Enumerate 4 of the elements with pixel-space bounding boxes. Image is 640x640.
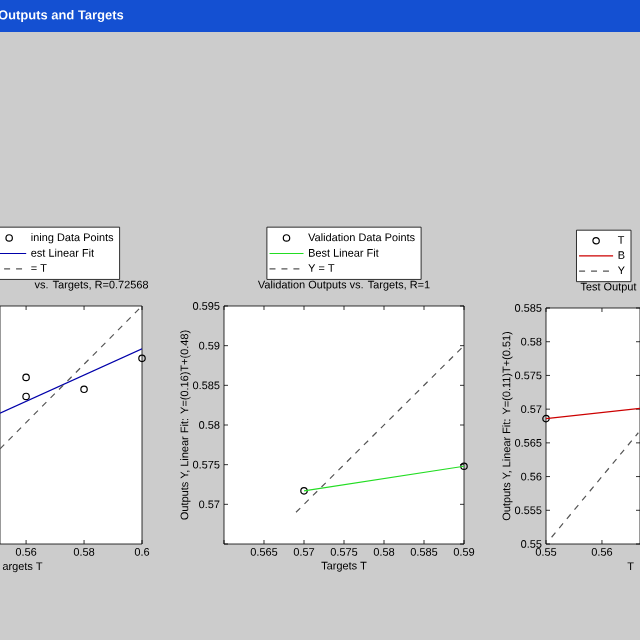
point	[80, 385, 88, 394]
point	[138, 354, 146, 363]
point	[22, 373, 30, 382]
point	[22, 392, 30, 401]
